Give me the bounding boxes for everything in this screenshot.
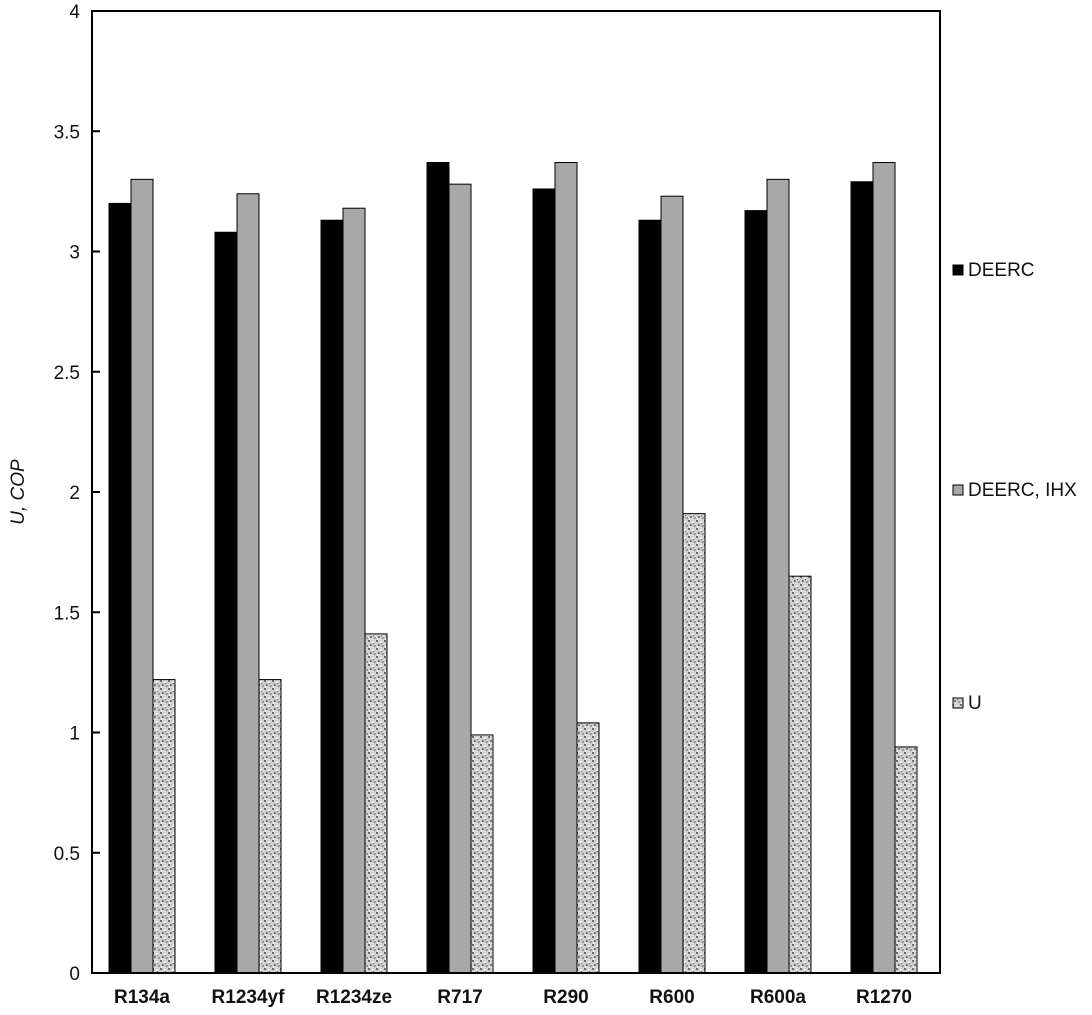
bar-u-r600a [788, 575, 812, 974]
bar-deerc-ihx-r1270 [872, 162, 896, 974]
legend-swatch [952, 697, 964, 709]
bar-deerc-ihx-r1234yf [236, 193, 260, 974]
bar-u-r1234ze [364, 633, 388, 974]
legend-label: DEERC, IHX [968, 480, 1077, 501]
legend-label: U [968, 693, 982, 714]
x-axis: R134a R1234yf R1234ze R717 R290 R600 R600a R127… [114, 987, 912, 1008]
bar-deerc-r290 [532, 188, 556, 974]
bar-u-r134a [152, 679, 176, 974]
bar-deerc-r1234yf [214, 231, 238, 974]
y-tick-label: 0.5 [54, 844, 80, 865]
y-tick-label: 3.5 [54, 122, 80, 143]
bar-deerc-r600a [744, 210, 768, 974]
y-tick-label: 2 [69, 483, 80, 504]
bar-deerc-r1270 [850, 181, 874, 974]
bar-deerc-ihx-r1234ze [342, 207, 366, 974]
y-tick-label: 1.5 [54, 603, 80, 624]
y-tick-label: 1 [69, 724, 80, 745]
y-tick-label: 0 [69, 964, 80, 985]
bar-deerc-r717 [426, 162, 450, 974]
bar-u-r600 [682, 513, 706, 974]
legend-swatch [952, 484, 964, 496]
x-category-label: R717 [437, 987, 482, 1008]
x-category-label: R134a [114, 987, 170, 1008]
x-category-label: R600a [750, 987, 806, 1008]
y-tick-label: 2.5 [54, 363, 80, 384]
bar-u-r1234yf [258, 679, 282, 974]
x-category-label: R1234ze [316, 987, 392, 1008]
bars-layer [108, 162, 918, 974]
y-tick-label: 4 [69, 2, 80, 23]
legend-swatch [952, 264, 964, 276]
y-axis-label: U, COP [8, 459, 29, 525]
bar-deerc-ihx-r134a [130, 178, 154, 974]
x-category-label: R1234yf [212, 987, 286, 1008]
bar-deerc-ihx-r600 [660, 195, 684, 974]
bar-deerc-r134a [108, 202, 132, 974]
y-axis: 0 0.5 1 1.5 2 2.5 3 3.5 4 [54, 2, 100, 985]
bar-deerc-ihx-r290 [554, 162, 578, 974]
bar-deerc-ihx-r600a [766, 178, 790, 974]
bar-deerc-r600 [638, 219, 662, 974]
bar-deerc-ihx-r717 [448, 183, 472, 974]
x-category-label: R1270 [856, 987, 912, 1008]
bar-deerc-r1234ze [320, 219, 344, 974]
legend: DEERC DEERC, IHX U [952, 260, 1077, 714]
x-category-label: R600 [649, 987, 694, 1008]
bar-u-r290 [576, 722, 600, 974]
bar-u-r717 [470, 734, 494, 974]
x-category-label: R290 [543, 987, 588, 1008]
y-tick-label: 3 [69, 243, 80, 264]
legend-label: DEERC [968, 260, 1035, 281]
bar-u-r1270 [894, 746, 918, 974]
